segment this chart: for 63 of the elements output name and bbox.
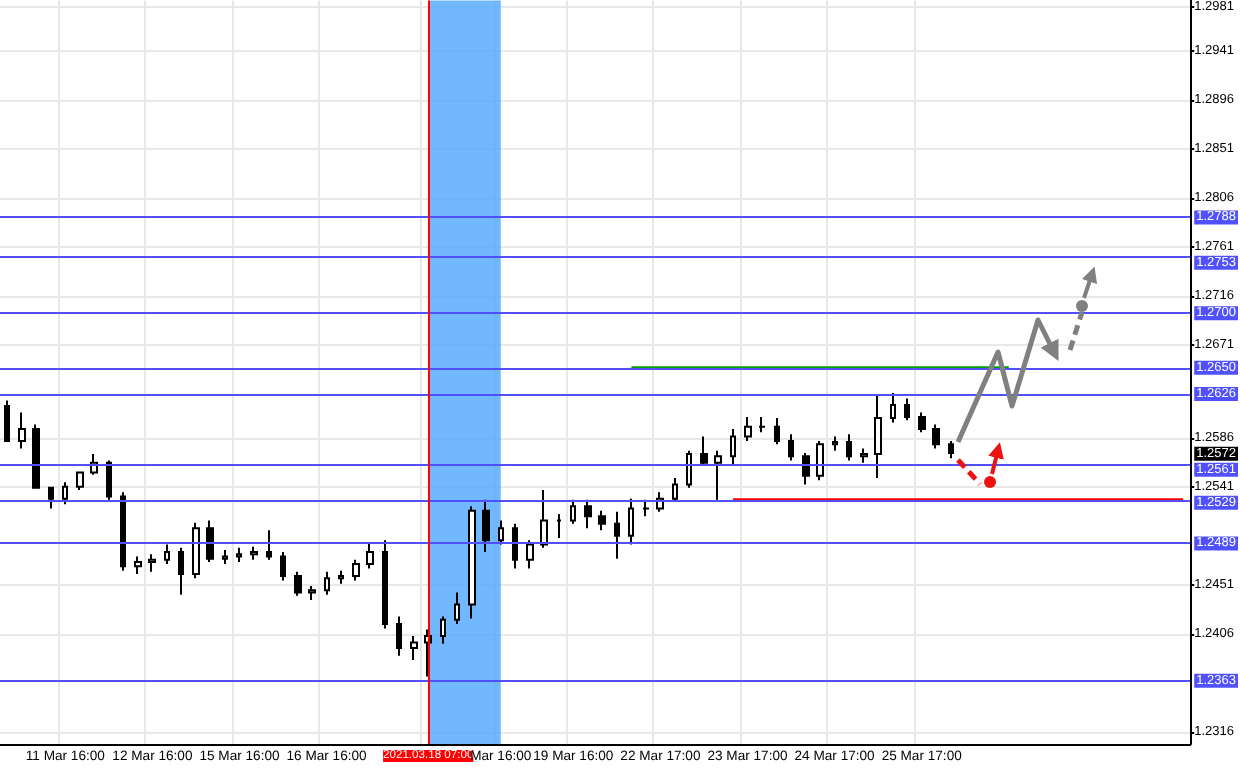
candlestick [700,435,708,467]
candlestick [324,570,330,596]
candlestick [148,553,156,573]
candlestick [222,548,228,566]
candlestick [382,539,388,630]
candlestick [802,451,810,486]
candlestick [890,391,896,424]
candlestick [18,411,26,450]
candlestick [134,555,142,575]
candlestick [266,529,272,561]
candlestick [4,399,10,442]
candlestick [308,584,316,602]
candlestick [294,570,302,597]
candlestick [62,481,68,506]
candlestick [498,519,504,546]
candlestick [860,447,868,464]
candlestick [164,543,170,566]
candlestick [280,551,286,582]
candlestick [410,635,418,662]
candlestick [730,427,736,467]
candlestick [686,449,692,489]
candlestick [396,615,402,657]
candlestick [774,417,780,446]
candlestick [482,498,490,554]
candlestick [570,498,576,525]
candlestick [454,591,460,626]
candlestick [512,522,518,570]
candlestick [846,433,852,462]
candlestick [714,449,722,501]
candlestick [236,546,242,563]
candlestick [250,545,258,561]
candlestick [918,411,926,434]
candlestick [76,471,84,491]
candlestick [628,497,634,546]
candlestick [614,510,620,560]
candlestick [540,488,548,549]
candlestick [788,433,794,462]
candlestick [932,423,940,450]
candlestick [598,509,606,532]
candlestick [758,415,766,434]
candlestick [816,439,824,482]
candlestick [338,569,344,585]
candlestick [556,512,562,539]
candlestick [904,397,910,422]
candlestick [832,435,838,452]
candlestick [192,521,200,580]
candlestick [642,498,650,518]
candlestick [874,393,882,479]
candlestick [672,476,678,503]
candlestick [106,459,112,501]
candlestick [352,558,360,582]
candlestick [948,439,954,460]
candlestick [120,491,126,572]
candlestick [178,546,184,596]
candlestick [32,423,40,489]
candlestick [440,615,446,645]
candlestick [48,485,54,510]
candlestick [584,498,592,530]
candlestick [526,539,534,570]
candlestick [468,505,476,620]
candlestick [366,541,374,570]
candlestick [206,519,214,563]
candlestick [744,415,752,442]
